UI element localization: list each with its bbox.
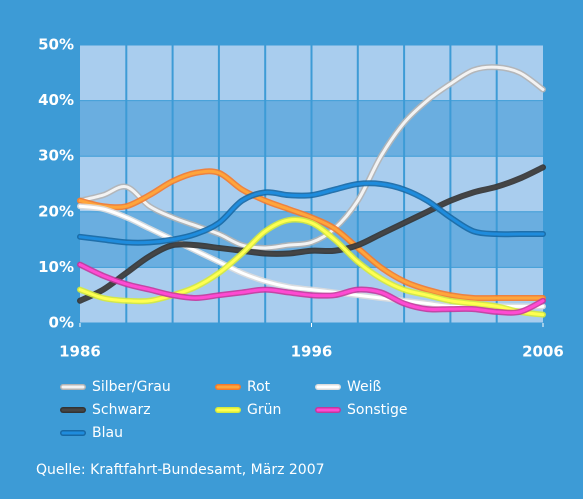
legend-label: Rot xyxy=(247,379,271,395)
series-line xyxy=(78,165,545,303)
y-tick-label: 10% xyxy=(38,258,74,276)
legend-label: Blau xyxy=(92,425,123,441)
y-tick-label: 50% xyxy=(38,36,74,54)
legend-label: Silber/Grau xyxy=(92,379,171,395)
source: Quelle: Kraftfahrt-Bundesamt, März 2007 xyxy=(36,462,325,478)
legend-label: Grün xyxy=(247,402,281,418)
y-tick-label: 30% xyxy=(38,147,74,165)
x-tick-label: 1996 xyxy=(291,343,333,361)
x-tick-label: 2006 xyxy=(522,343,564,361)
series-line xyxy=(78,169,545,300)
series-line xyxy=(78,181,545,245)
y-tick-label: 0% xyxy=(49,314,74,332)
x-tick-label: 1986 xyxy=(59,343,101,361)
series-line xyxy=(78,263,545,315)
series-line xyxy=(78,218,545,317)
y-tick-label: 20% xyxy=(38,202,74,220)
plot-area xyxy=(80,45,543,323)
series-line xyxy=(78,65,545,250)
legend-label: Weiß xyxy=(347,379,382,395)
legend-label: Sonstige xyxy=(347,402,408,418)
legend-label: Schwarz xyxy=(92,402,151,418)
y-tick-label: 40% xyxy=(38,91,74,109)
